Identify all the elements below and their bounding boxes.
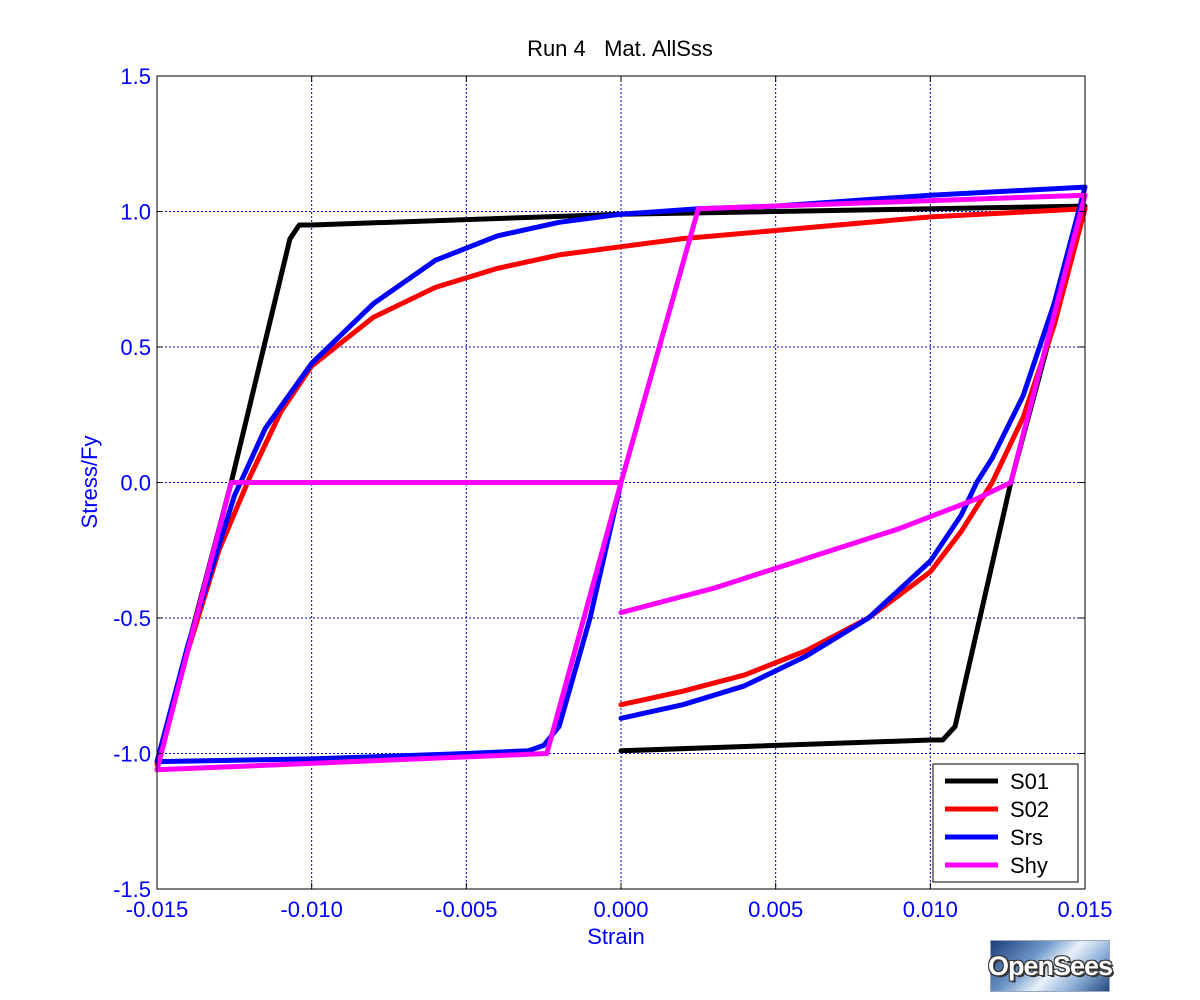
legend-label-srs: Srs	[1010, 825, 1043, 850]
y-tick-label: -1.0	[113, 742, 151, 767]
series-line-s01	[154, 203, 1088, 767]
opensees-logo: OpenSees	[987, 940, 1113, 992]
legend: S01 S02 Srs Shy	[932, 763, 1079, 883]
y-axis-title: Stress/Fy	[77, 436, 102, 529]
x-tick-label: 0.015	[1057, 897, 1112, 922]
x-tick-label: 0.005	[748, 897, 803, 922]
x-axis-title: Strain	[587, 924, 644, 949]
y-tick-label: 1.0	[120, 200, 151, 225]
x-tick-label: 0.010	[903, 897, 958, 922]
y-tick-label: 0.0	[120, 471, 151, 496]
x-tick-label: -0.015	[126, 897, 188, 922]
series-line-srs	[154, 184, 1088, 765]
tick-labels: -0.015 -0.010 -0.005 0.000 0.005 0.010 0.015 -1…	[113, 64, 1112, 922]
chart-title: Run 4 Mat. AllSss	[527, 36, 713, 61]
x-tick-label: 0.000	[593, 897, 648, 922]
legend-label-s01: S01	[1010, 769, 1049, 794]
y-tick-label: 1.5	[120, 64, 151, 89]
logo-text: OpenSees	[987, 950, 1113, 981]
x-tick-label: -0.005	[435, 897, 497, 922]
y-tick-label: -0.5	[113, 606, 151, 631]
legend-label-s02: S02	[1010, 797, 1049, 822]
series-lines	[154, 184, 1088, 773]
legend-label-shy: Shy	[1010, 853, 1048, 878]
x-tick-label: -0.010	[280, 897, 342, 922]
y-tick-label: -1.5	[113, 877, 151, 902]
legend-box	[932, 763, 1079, 883]
y-tick-label: 0.5	[120, 335, 151, 360]
